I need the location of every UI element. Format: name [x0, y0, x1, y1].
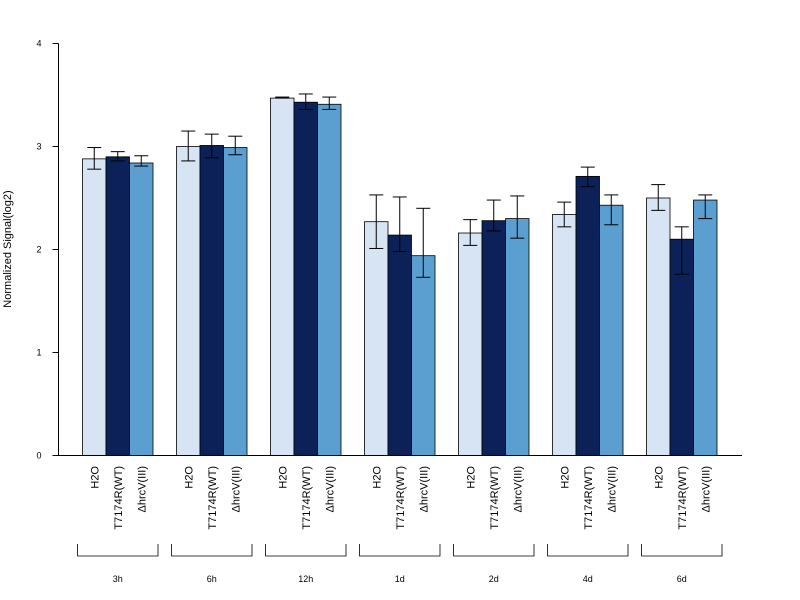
bar: [82, 158, 107, 456]
x-tick-label: ΔhrcV(III): [512, 466, 524, 512]
x-tick-label: H2O: [183, 466, 195, 489]
bar: [575, 175, 600, 456]
bar: [481, 220, 506, 456]
bar: [552, 214, 577, 456]
bar: [364, 221, 389, 456]
bar: [646, 197, 671, 456]
x-tick-label: T7174R(WT): [395, 466, 407, 530]
group-label: 12h: [298, 574, 313, 584]
x-tick-label: T7174R(WT): [113, 466, 125, 530]
bar: [458, 232, 483, 456]
bar: [317, 103, 342, 456]
bar: [293, 101, 318, 456]
x-tick-label: ΔhrcV(III): [606, 466, 618, 512]
y-tick-label: 2: [36, 245, 41, 255]
bar: [270, 97, 295, 456]
y-tick-label: 1: [36, 348, 41, 358]
group-bracket: [641, 544, 723, 557]
bar: [505, 218, 530, 456]
error-bars: [87, 93, 713, 278]
group-bracket: [547, 544, 629, 557]
x-tick-label: ΔhrcV(III): [136, 466, 148, 512]
x-tick-label: T7174R(WT): [207, 466, 219, 530]
x-tick-label: T7174R(WT): [677, 466, 689, 530]
x-tick-label: H2O: [89, 466, 101, 489]
bar: [387, 234, 412, 456]
bar: [105, 156, 130, 456]
x-tick-label: H2O: [277, 466, 289, 489]
bars: [82, 97, 718, 456]
x-tick-label: ΔhrcV(III): [230, 466, 242, 512]
bar: [223, 147, 248, 456]
x-tick-label: H2O: [653, 466, 665, 489]
group-bracket: [265, 544, 347, 557]
group-label: 6h: [207, 574, 217, 584]
group-label: 6d: [677, 574, 687, 584]
bar: [693, 199, 718, 456]
y-tick-label: 3: [36, 142, 41, 152]
bar: [176, 146, 201, 456]
y-axis-label: Normalized Signal(log2): [2, 190, 14, 307]
x-tick-label: H2O: [465, 466, 477, 489]
x-tick-label: ΔhrcV(III): [324, 466, 336, 512]
group-bracket: [171, 544, 253, 557]
x-tick-label: T7174R(WT): [489, 466, 501, 530]
bar: [411, 255, 436, 456]
group-bracket: [77, 544, 159, 557]
group-label: 4d: [583, 574, 593, 584]
bar: [199, 145, 224, 456]
x-tick-label: H2O: [371, 466, 383, 489]
group-bracket: [359, 544, 441, 557]
x-tick-label: ΔhrcV(III): [418, 466, 430, 512]
x-tick-label: ΔhrcV(III): [700, 466, 712, 512]
bar: [599, 204, 624, 456]
group-label: 1d: [395, 574, 405, 584]
x-tick-label: T7174R(WT): [583, 466, 595, 530]
x-tick-labels: H2O T7174R(WT) ΔhrcV(III) H2O T7174R(WT) Δhrc…: [89, 466, 712, 530]
bar: [129, 162, 154, 456]
x-tick-label: T7174R(WT): [301, 466, 313, 530]
y-axis: 0 1 2 3 4: [36, 39, 59, 461]
x-tick-label: H2O: [559, 466, 571, 489]
group-label: 2d: [489, 574, 499, 584]
y-tick-label: 0: [36, 451, 41, 461]
group-bracket: [453, 544, 535, 557]
group-label: 3h: [113, 574, 123, 584]
group-brackets: 3h 6h 12h 1d 2d 4d 6d: [77, 544, 723, 584]
y-tick-label: 4: [36, 39, 41, 49]
